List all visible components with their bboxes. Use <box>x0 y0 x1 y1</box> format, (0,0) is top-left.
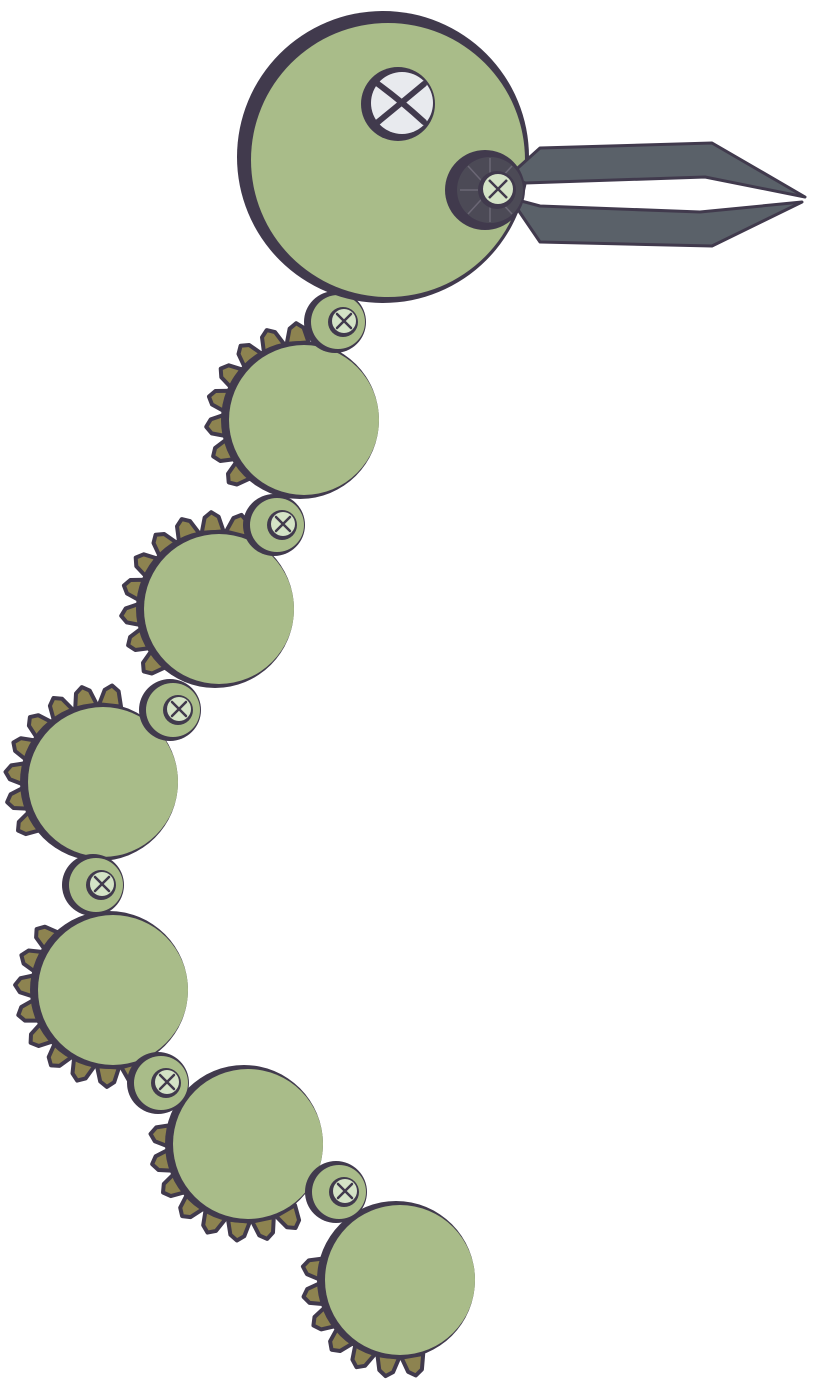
gear-segment <box>204 321 379 499</box>
claw-gripper-icon <box>508 141 807 248</box>
segment-body <box>325 1205 475 1355</box>
segment-body <box>28 707 178 857</box>
screw-joint-icon <box>62 854 124 916</box>
segment-body <box>229 345 379 495</box>
screw-joint-icon <box>304 291 366 353</box>
head-body <box>251 23 525 297</box>
gear-tooth <box>274 1203 302 1230</box>
screw-eye-icon <box>361 67 435 141</box>
segment-body <box>173 1069 323 1219</box>
gear-segment <box>119 510 294 688</box>
beak-hinge-icon <box>445 150 525 230</box>
robot-head <box>237 11 807 303</box>
segment-body <box>38 915 188 1065</box>
screw-joint-icon <box>243 494 305 556</box>
gear-segments <box>3 321 475 1379</box>
screw-joint-icon <box>127 1052 189 1114</box>
segment-body <box>144 534 294 684</box>
screw-joint-icon <box>139 679 201 741</box>
gear-segment <box>148 1065 323 1243</box>
screw-joint-icon <box>305 1161 367 1223</box>
gear-tooth <box>199 510 226 535</box>
screw-joints <box>62 291 367 1223</box>
gear-tooth <box>95 1064 121 1089</box>
gear-segment <box>13 911 188 1089</box>
gear-segment <box>3 683 178 861</box>
gear-segment <box>300 1201 475 1379</box>
